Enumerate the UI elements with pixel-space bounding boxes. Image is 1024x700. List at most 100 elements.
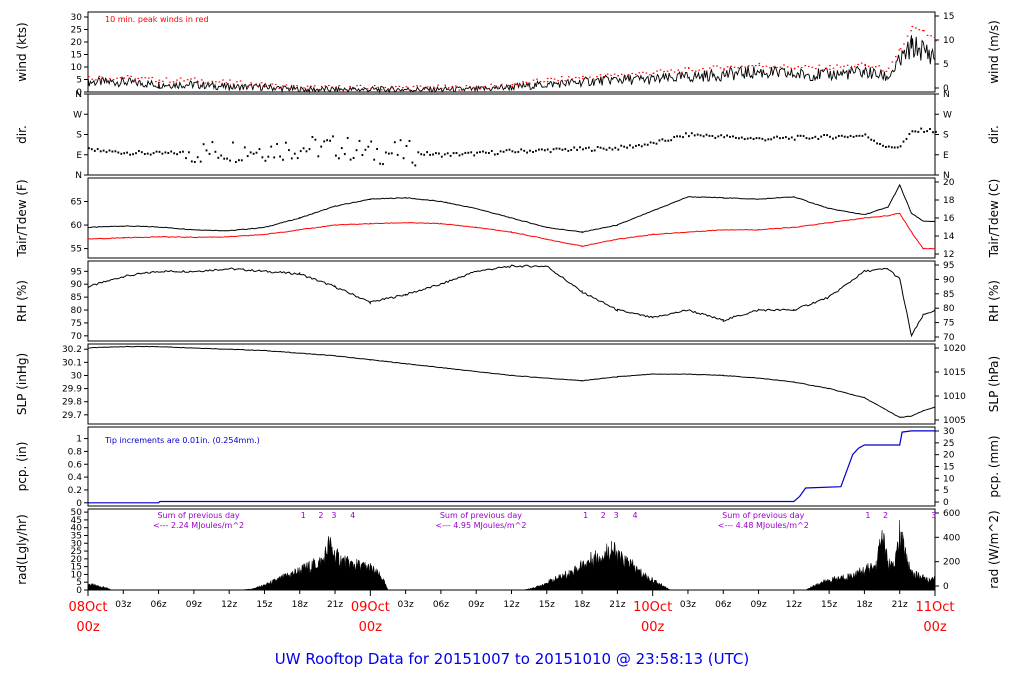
sum-note-value: <--- 4.95 MJoules/m^2 [435, 521, 526, 530]
peak-wind-point [98, 75, 101, 77]
direction-point [402, 157, 405, 160]
peak-wind-point [292, 85, 295, 87]
direction-point [917, 130, 920, 133]
peak-wind-point [698, 69, 701, 71]
direction-point [558, 147, 561, 150]
direction-point [864, 133, 867, 136]
direction-point [608, 146, 611, 149]
direction-point [652, 141, 655, 144]
direction-point [579, 146, 581, 149]
direction-point [852, 135, 855, 138]
direction-point [399, 139, 402, 142]
direction-point [582, 148, 584, 151]
hour-marker: 1 [583, 511, 588, 520]
direction-point [235, 161, 237, 163]
peak-wind-point [695, 70, 697, 72]
peak-wind-point [910, 30, 912, 32]
y-tick-label-right: 70 [943, 333, 955, 343]
direction-point [173, 152, 176, 155]
direction-point [749, 136, 752, 139]
peak-wind-point [462, 89, 464, 91]
direction-point [517, 150, 520, 153]
peak-wind-point [758, 64, 761, 66]
peak-wind-point [328, 84, 330, 87]
peak-wind-point [751, 65, 754, 67]
direction-point [543, 149, 546, 152]
peak-wind-point [95, 79, 97, 81]
peak-wind-point [282, 85, 284, 87]
x-day-label: 11Oct [915, 600, 954, 615]
peak-wind-point [815, 68, 817, 70]
y-tick-label-right: 1005 [943, 416, 966, 426]
direction-point [588, 146, 590, 149]
peak-wind-point [582, 75, 584, 77]
direction-point [514, 151, 517, 154]
direction-point [720, 134, 723, 137]
direction-point [735, 136, 737, 139]
direction-point [176, 153, 178, 156]
peak-wind-point [737, 67, 739, 69]
peak-wind-point [426, 86, 429, 88]
y-tick-label: 90 [71, 280, 83, 290]
peak-wind-point [846, 64, 849, 66]
peak-wind-point [190, 78, 192, 80]
direction-point [540, 148, 543, 151]
peak-wind-point [719, 67, 722, 69]
y-tick-label-right: 95 [943, 261, 954, 271]
direction-point [549, 151, 552, 154]
peak-wind-point [310, 85, 312, 87]
y-tick-label: 5 [76, 578, 82, 588]
peak-wind-point [370, 87, 372, 89]
direction-point [358, 139, 361, 142]
direction-point [567, 149, 570, 152]
direction-point [432, 153, 434, 156]
direction-point [511, 150, 514, 153]
peak-wind-point [472, 87, 475, 89]
y-tick-label: 0 [76, 586, 82, 596]
peak-wind-point [922, 29, 924, 32]
direction-point [249, 151, 252, 154]
peak-wind-point [469, 85, 471, 88]
y-tick-label: 20 [71, 38, 83, 48]
peak-wind-point [317, 89, 319, 91]
y-axis-label-right: wind (m/s) [987, 20, 1001, 84]
peak-wind-point [804, 65, 806, 67]
x-tick-label: 15z [821, 600, 837, 610]
direction-point [693, 134, 696, 137]
direction-point [932, 131, 934, 134]
peak-wind-point [575, 76, 577, 79]
direction-point [655, 142, 658, 145]
direction-point [302, 147, 305, 150]
peak-wind-point [151, 76, 154, 79]
direction-point [779, 137, 781, 140]
peak-wind-point [165, 77, 168, 79]
y-tick-label-right: 0 [943, 498, 949, 508]
direction-point [585, 147, 587, 150]
direction-point [414, 164, 417, 167]
peak-wind-point [857, 63, 859, 66]
direction-point [626, 146, 628, 149]
peak-wind-point [486, 88, 489, 90]
peak-wind-point [148, 77, 150, 79]
direction-point [526, 151, 528, 154]
direction-point [332, 135, 334, 138]
panel-frame [87, 93, 936, 176]
peak-wind-point [850, 66, 852, 69]
peak-wind-point [511, 86, 514, 88]
peak-wind-point [522, 81, 524, 83]
direction-point [635, 144, 637, 147]
direction-point [538, 148, 540, 151]
direction-point [761, 137, 764, 140]
direction-point [282, 158, 284, 161]
peak-wind-point [225, 82, 228, 84]
peak-wind-point [740, 65, 743, 67]
direction-point [902, 140, 905, 143]
direction-point [935, 130, 937, 133]
direction-point [638, 144, 640, 146]
peak-wind-point [684, 67, 686, 69]
y-axis-label-right: pcp. (mm) [987, 435, 1001, 497]
direction-point [690, 132, 693, 135]
direction-point [470, 151, 473, 154]
peak-wind-point [875, 66, 877, 68]
slp-line [87, 345, 936, 418]
